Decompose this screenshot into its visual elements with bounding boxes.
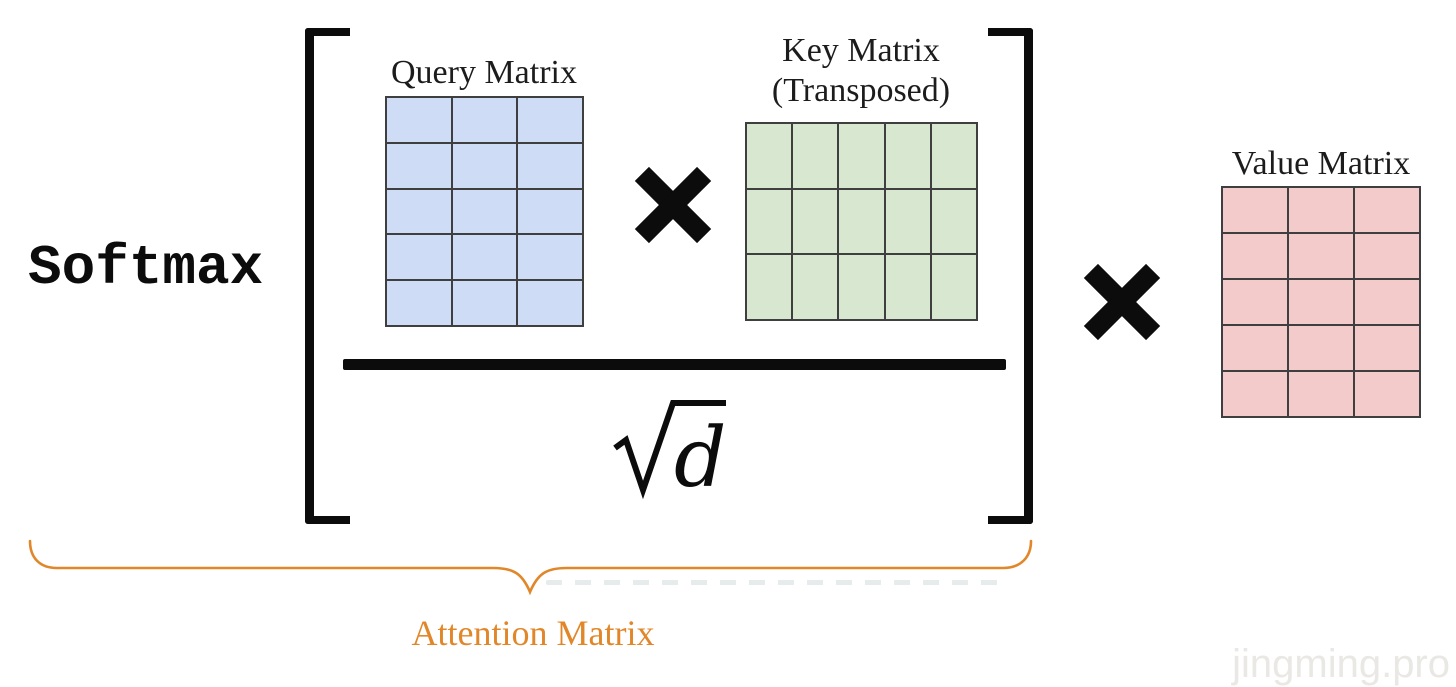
matrix-cell	[1223, 188, 1287, 232]
matrix-cell	[518, 98, 582, 142]
matrix-cell	[518, 189, 582, 234]
query-matrix-label: Query Matrix	[390, 54, 577, 91]
matrix-cell	[793, 255, 838, 319]
left-bracket	[305, 28, 350, 524]
matrix-cell	[931, 189, 976, 254]
matrix-cell	[1289, 372, 1353, 416]
matrix-cell	[387, 189, 451, 234]
key-matrix-label: Key Matrix (Transposed)	[731, 31, 991, 111]
matrix-cell	[452, 235, 517, 280]
matrix-cell	[931, 124, 976, 188]
matrix-cell	[793, 124, 838, 188]
matrix-cell	[452, 189, 517, 234]
right-bracket	[988, 28, 1033, 524]
matrix-cell	[1289, 280, 1353, 324]
sqrt-d-symbol: d	[613, 400, 727, 500]
matrix-cell	[1355, 234, 1419, 278]
query-matrix-grid	[385, 96, 584, 327]
matrix-cell	[885, 255, 930, 319]
matrix-cell	[518, 143, 582, 188]
matrix-cell	[452, 143, 517, 188]
radical-sign	[613, 400, 726, 500]
matrix-cell	[518, 235, 582, 280]
matrix-cell	[1289, 234, 1353, 278]
matrix-cell	[1355, 372, 1419, 416]
matrix-cell	[793, 189, 838, 254]
key-matrix-label-line2: (Transposed)	[771, 72, 951, 109]
radicand-d: d	[674, 411, 727, 500]
attention-matrix-label: Attention Matrix	[411, 613, 655, 653]
matrix-cell	[931, 255, 976, 319]
matrix-cell	[1223, 326, 1287, 370]
matrix-cell	[387, 98, 451, 142]
matrix-cell	[1289, 188, 1353, 232]
matrix-cell	[452, 281, 517, 325]
matrix-cell	[518, 281, 582, 325]
multiply-icon	[1083, 263, 1161, 341]
matrix-cell	[387, 235, 451, 280]
watermark-text: jingming.pro	[1232, 642, 1450, 686]
matrix-cell	[747, 255, 792, 319]
matrix-cell	[839, 124, 884, 188]
value-matrix-label: Value Matrix	[1231, 145, 1411, 182]
matrix-cell	[885, 189, 930, 254]
matrix-cell	[1355, 188, 1419, 232]
matrix-cell	[1223, 372, 1287, 416]
matrix-cell	[387, 281, 451, 325]
matrix-cell	[885, 124, 930, 188]
dashed-guide-line	[546, 580, 1010, 585]
matrix-cell	[839, 189, 884, 254]
matrix-cell	[452, 98, 517, 142]
matrix-cell	[839, 255, 884, 319]
multiply-icon	[634, 166, 712, 244]
underbrace-path	[28, 539, 1033, 596]
matrix-cell	[747, 124, 792, 188]
fraction-bar	[343, 359, 1006, 370]
matrix-cell	[747, 189, 792, 254]
matrix-cell	[1355, 326, 1419, 370]
matrix-cell	[1223, 280, 1287, 324]
key-matrix-label-line1: Key Matrix	[782, 32, 940, 69]
matrix-cell	[1223, 234, 1287, 278]
key-matrix-grid	[745, 122, 978, 321]
attention-underbrace	[28, 539, 1033, 596]
softmax-label: Softmax	[28, 236, 264, 300]
matrix-cell	[1355, 280, 1419, 324]
matrix-cell	[387, 143, 451, 188]
value-matrix-grid	[1221, 186, 1421, 418]
matrix-cell	[1289, 326, 1353, 370]
